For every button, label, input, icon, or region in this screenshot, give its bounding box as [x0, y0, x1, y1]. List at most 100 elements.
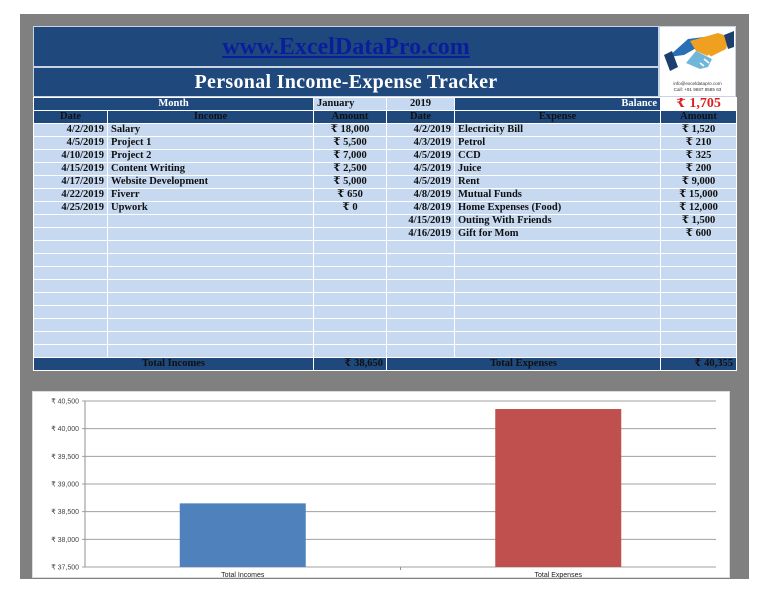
- expense-date-cell[interactable]: [386, 305, 455, 319]
- income-expense-chart[interactable]: ₹ 40,500 ₹ 40,000 ₹ 39,500 ₹ 39,000 ₹ 38,500…: [32, 391, 730, 579]
- income-date-cell[interactable]: 4/2/2019: [33, 123, 108, 137]
- expense-amount-cell[interactable]: ₹ 600: [660, 227, 737, 241]
- expense-amount-cell[interactable]: [660, 279, 737, 293]
- expense-desc-cell[interactable]: [454, 240, 661, 254]
- expense-amount-cell[interactable]: ₹ 200: [660, 162, 737, 176]
- expense-desc-cell[interactable]: [454, 253, 661, 267]
- income-amount-cell[interactable]: [313, 318, 387, 332]
- income-amount-cell[interactable]: [313, 253, 387, 267]
- income-date-cell[interactable]: [33, 266, 108, 280]
- income-desc-cell[interactable]: Content Writing: [107, 162, 314, 176]
- income-amount-cell[interactable]: [313, 292, 387, 306]
- expense-date-cell[interactable]: 4/2/2019: [386, 123, 455, 137]
- year-input[interactable]: 2019: [386, 97, 455, 111]
- expense-date-cell[interactable]: [386, 279, 455, 293]
- income-desc-cell[interactable]: [107, 266, 314, 280]
- expense-desc-cell[interactable]: Outing With Friends: [454, 214, 661, 228]
- income-amount-cell[interactable]: [313, 279, 387, 293]
- income-date-cell[interactable]: [33, 214, 108, 228]
- expense-amount-cell[interactable]: ₹ 1,520: [660, 123, 737, 137]
- expense-amount-cell[interactable]: [660, 240, 737, 254]
- expense-date-cell[interactable]: 4/8/2019: [386, 188, 455, 202]
- expense-amount-cell[interactable]: ₹ 210: [660, 136, 737, 150]
- income-date-cell[interactable]: 4/22/2019: [33, 188, 108, 202]
- income-desc-cell[interactable]: Project 2: [107, 149, 314, 163]
- expense-amount-cell[interactable]: [660, 305, 737, 319]
- income-amount-cell[interactable]: [313, 266, 387, 280]
- expense-amount-cell[interactable]: ₹ 1,500: [660, 214, 737, 228]
- expense-amount-cell[interactable]: ₹ 15,000: [660, 188, 737, 202]
- income-amount-cell[interactable]: [313, 344, 387, 358]
- expense-desc-cell[interactable]: [454, 344, 661, 358]
- income-date-cell[interactable]: [33, 344, 108, 358]
- income-desc-cell[interactable]: [107, 344, 314, 358]
- income-desc-cell[interactable]: [107, 214, 314, 228]
- expense-amount-cell[interactable]: [660, 253, 737, 267]
- income-desc-cell[interactable]: Salary: [107, 123, 314, 137]
- expense-desc-cell[interactable]: Electricity Bill: [454, 123, 661, 137]
- expense-date-cell[interactable]: 4/5/2019: [386, 162, 455, 176]
- expense-desc-cell[interactable]: [454, 318, 661, 332]
- income-amount-cell[interactable]: [313, 214, 387, 228]
- income-amount-cell[interactable]: [313, 331, 387, 345]
- expense-desc-cell[interactable]: [454, 305, 661, 319]
- income-desc-cell[interactable]: [107, 240, 314, 254]
- expense-date-cell[interactable]: 4/5/2019: [386, 149, 455, 163]
- expense-desc-cell[interactable]: Mutual Funds: [454, 188, 661, 202]
- income-desc-cell[interactable]: [107, 227, 314, 241]
- expense-date-cell[interactable]: [386, 266, 455, 280]
- income-date-cell[interactable]: 4/10/2019: [33, 149, 108, 163]
- income-amount-cell[interactable]: ₹ 5,500: [313, 136, 387, 150]
- income-desc-cell[interactable]: Upwork: [107, 201, 314, 215]
- income-date-cell[interactable]: [33, 227, 108, 241]
- income-date-cell[interactable]: [33, 253, 108, 267]
- expense-desc-cell[interactable]: [454, 331, 661, 345]
- income-amount-cell[interactable]: [313, 305, 387, 319]
- expense-desc-cell[interactable]: [454, 292, 661, 306]
- expense-date-cell[interactable]: [386, 253, 455, 267]
- income-date-cell[interactable]: 4/5/2019: [33, 136, 108, 150]
- expense-amount-cell[interactable]: [660, 292, 737, 306]
- income-date-cell[interactable]: [33, 305, 108, 319]
- income-desc-cell[interactable]: [107, 331, 314, 345]
- expense-amount-cell[interactable]: [660, 344, 737, 358]
- expense-date-cell[interactable]: [386, 344, 455, 358]
- income-desc-cell[interactable]: [107, 279, 314, 293]
- income-date-cell[interactable]: [33, 318, 108, 332]
- income-amount-cell[interactable]: ₹ 7,000: [313, 149, 387, 163]
- expense-amount-cell[interactable]: ₹ 9,000: [660, 175, 737, 189]
- expense-desc-cell[interactable]: [454, 266, 661, 280]
- bar-total-expenses[interactable]: [495, 409, 622, 567]
- expense-desc-cell[interactable]: [454, 279, 661, 293]
- income-desc-cell[interactable]: Fiverr: [107, 188, 314, 202]
- income-date-cell[interactable]: [33, 331, 108, 345]
- expense-date-cell[interactable]: 4/15/2019: [386, 214, 455, 228]
- expense-desc-cell[interactable]: Petrol: [454, 136, 661, 150]
- income-amount-cell[interactable]: ₹ 18,000: [313, 123, 387, 137]
- income-amount-cell[interactable]: [313, 227, 387, 241]
- expense-date-cell[interactable]: [386, 292, 455, 306]
- expense-amount-cell[interactable]: [660, 318, 737, 332]
- income-amount-cell[interactable]: ₹ 0: [313, 201, 387, 215]
- website-link[interactable]: www.ExcelDataPro.com: [222, 34, 470, 60]
- expense-desc-cell[interactable]: Rent: [454, 175, 661, 189]
- expense-amount-cell[interactable]: [660, 331, 737, 345]
- income-desc-cell[interactable]: [107, 292, 314, 306]
- expense-desc-cell[interactable]: Gift for Mom: [454, 227, 661, 241]
- expense-amount-cell[interactable]: ₹ 12,000: [660, 201, 737, 215]
- expense-amount-cell[interactable]: ₹ 325: [660, 149, 737, 163]
- expense-date-cell[interactable]: 4/5/2019: [386, 175, 455, 189]
- income-date-cell[interactable]: 4/17/2019: [33, 175, 108, 189]
- expense-desc-cell[interactable]: CCD: [454, 149, 661, 163]
- expense-date-cell[interactable]: 4/8/2019: [386, 201, 455, 215]
- income-date-cell[interactable]: [33, 292, 108, 306]
- expense-date-cell[interactable]: [386, 331, 455, 345]
- income-date-cell[interactable]: 4/15/2019: [33, 162, 108, 176]
- income-amount-cell[interactable]: ₹ 5,000: [313, 175, 387, 189]
- bar-total-incomes[interactable]: [179, 503, 306, 567]
- month-select[interactable]: January: [313, 97, 387, 111]
- expense-date-cell[interactable]: 4/16/2019: [386, 227, 455, 241]
- expense-date-cell[interactable]: [386, 240, 455, 254]
- expense-date-cell[interactable]: 4/3/2019: [386, 136, 455, 150]
- income-desc-cell[interactable]: [107, 318, 314, 332]
